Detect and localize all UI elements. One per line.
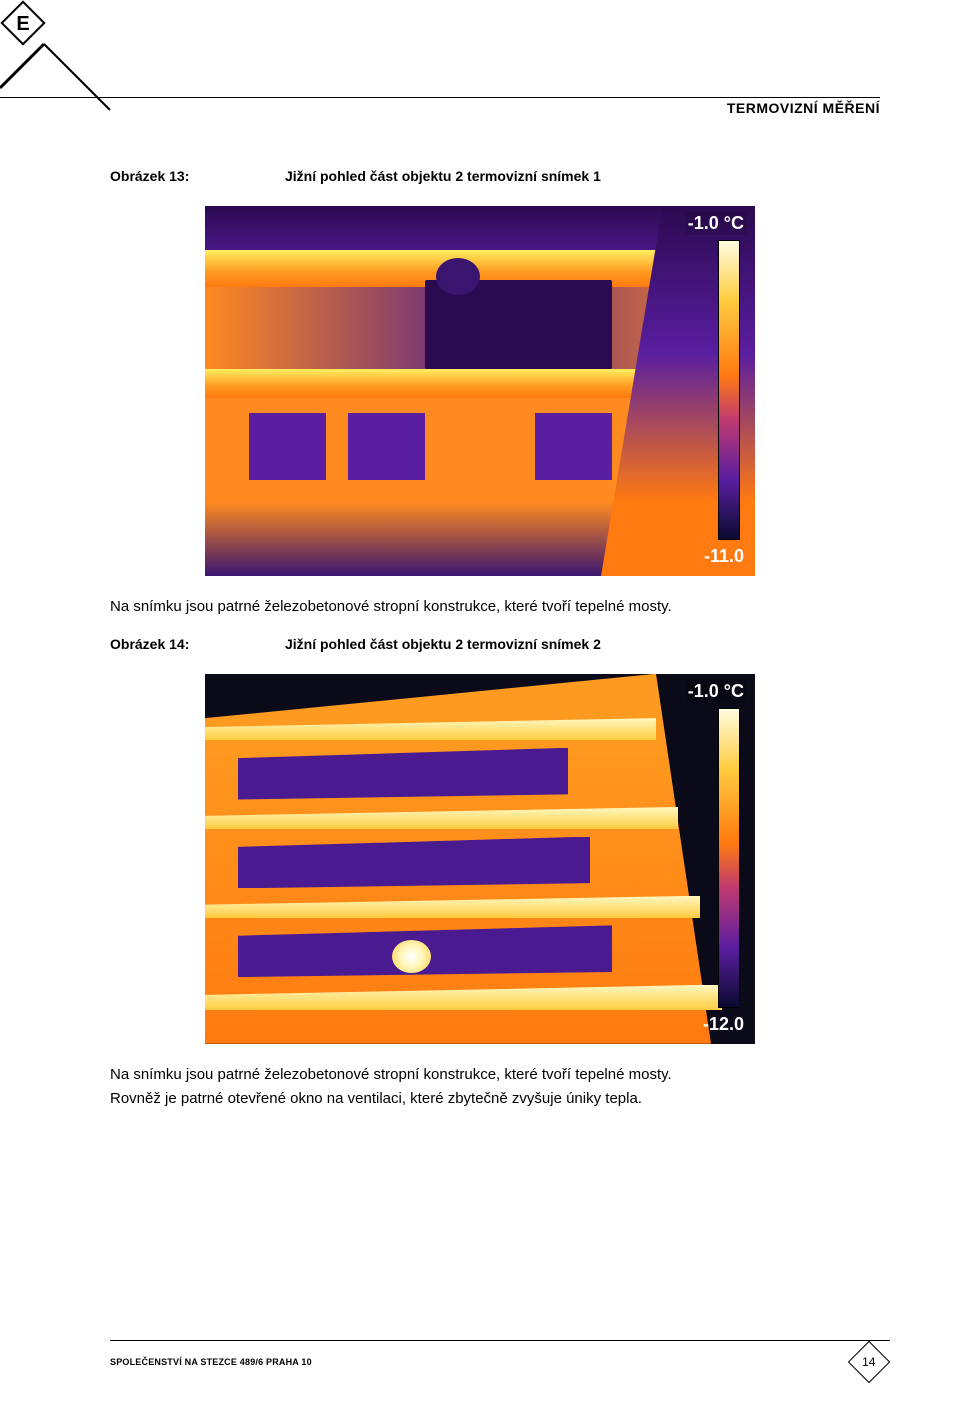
fig2-scale-top: -1.0 °C — [685, 680, 747, 703]
page-number-diamond: 14 — [848, 1341, 890, 1383]
footer-row: SPOLEČENSTVÍ NA STEZCE 489/6 PRAHA 10 14 — [110, 1347, 890, 1377]
fig1-scale-top: -1.0 °C — [685, 212, 747, 235]
footer: SPOLEČENSTVÍ NA STEZCE 489/6 PRAHA 10 14 — [110, 1340, 890, 1377]
page-number: 14 — [862, 1355, 875, 1369]
footer-org: SPOLEČENSTVÍ NA STEZCE 489/6 PRAHA 10 — [110, 1357, 312, 1367]
fig2-caption-row: Obrázek 14: Jižní pohled část objektu 2 … — [110, 636, 850, 652]
fig1-image-wrap: -1.0 °C -11.0 — [110, 206, 850, 576]
fig2-label: Obrázek 14: — [110, 636, 285, 652]
fig1-caption-row: Obrázek 13: Jižní pohled část objektu 2 … — [110, 168, 850, 184]
header-rule — [0, 97, 880, 98]
fig1-scale-bottom: -11.0 — [701, 545, 747, 568]
header-title: TERMOVIZNÍ MĚŘENÍ — [727, 100, 880, 116]
fig2-description-1: Na snímku jsou patrné železobetonové str… — [110, 1064, 850, 1086]
fig2-description-2: Rovněž je patrné otevřené okno na ventil… — [110, 1088, 850, 1110]
fig1-label: Obrázek 13: — [110, 168, 285, 184]
svg-text:E: E — [16, 13, 29, 35]
fig1-thermal-image: -1.0 °C -11.0 — [205, 206, 755, 576]
fig2-scale-bar — [718, 708, 740, 1008]
footer-rule — [110, 1340, 890, 1341]
fig2-image-wrap: -1.0 °C -12.0 — [110, 674, 850, 1044]
fig2-scale-bottom: -12.0 — [700, 1013, 747, 1036]
fig2-bg — [205, 674, 755, 1044]
fig2-caption: Jižní pohled část objektu 2 termovizní s… — [285, 636, 601, 652]
content-area: Obrázek 13: Jižní pohled část objektu 2 … — [110, 160, 850, 1127]
fig2-thermal-image: -1.0 °C -12.0 — [205, 674, 755, 1044]
fig1-caption: Jižní pohled část objektu 2 termovizní s… — [285, 168, 601, 184]
fig1-bg — [205, 206, 755, 576]
logo-corner: E — [0, 0, 140, 140]
fig1-description: Na snímku jsou patrné železobetonové str… — [110, 596, 850, 618]
fig1-scale-bar — [718, 240, 740, 540]
